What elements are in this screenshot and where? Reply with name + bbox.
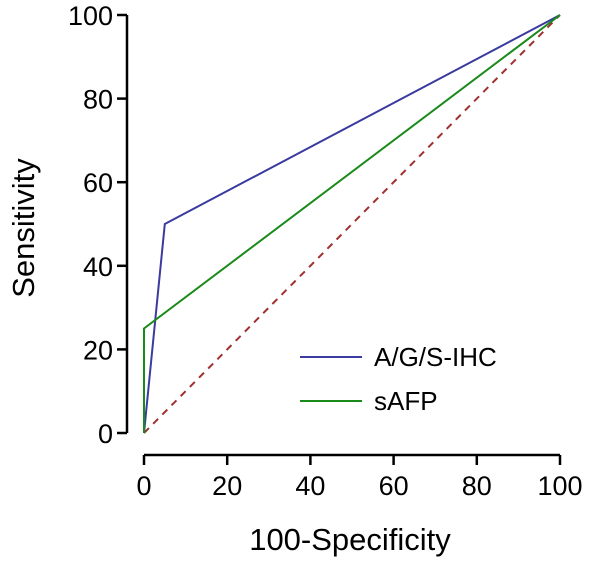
x-tick-label-0: 0 bbox=[136, 471, 151, 501]
tick-marks bbox=[117, 13, 562, 465]
x-axis-title: 100-Specificity bbox=[249, 522, 451, 557]
x-tick-label-80: 80 bbox=[462, 471, 492, 501]
legend: A/G/S-IHC sAFP bbox=[300, 342, 497, 416]
y-tick-label-60: 60 bbox=[83, 168, 113, 198]
x-tick-label-40: 40 bbox=[295, 471, 325, 501]
axes bbox=[125, 15, 560, 457]
x-tick-label-20: 20 bbox=[212, 471, 242, 501]
series-line-a-g-s-ihc bbox=[143, 14, 561, 434]
legend-label-a-g-s-ihc: A/G/S-IHC bbox=[374, 342, 497, 372]
y-axis-title: Sensitivity bbox=[6, 158, 41, 298]
series-layer bbox=[143, 14, 561, 434]
legend-label-safp: sAFP bbox=[374, 386, 438, 416]
y-tick-label-100: 100 bbox=[68, 1, 113, 31]
x-tick-label-100: 100 bbox=[537, 471, 582, 501]
x-tick-label-60: 60 bbox=[379, 471, 409, 501]
series-line-safp bbox=[143, 14, 561, 433]
tick-labels: 0 20 40 60 80 100 0 20 40 60 80 100 bbox=[68, 1, 583, 501]
y-tick-label-40: 40 bbox=[83, 252, 113, 282]
y-tick-label-0: 0 bbox=[98, 419, 113, 449]
y-tick-label-20: 20 bbox=[83, 335, 113, 365]
reference-diagonal-line bbox=[143, 14, 561, 434]
y-tick-label-80: 80 bbox=[83, 85, 113, 115]
